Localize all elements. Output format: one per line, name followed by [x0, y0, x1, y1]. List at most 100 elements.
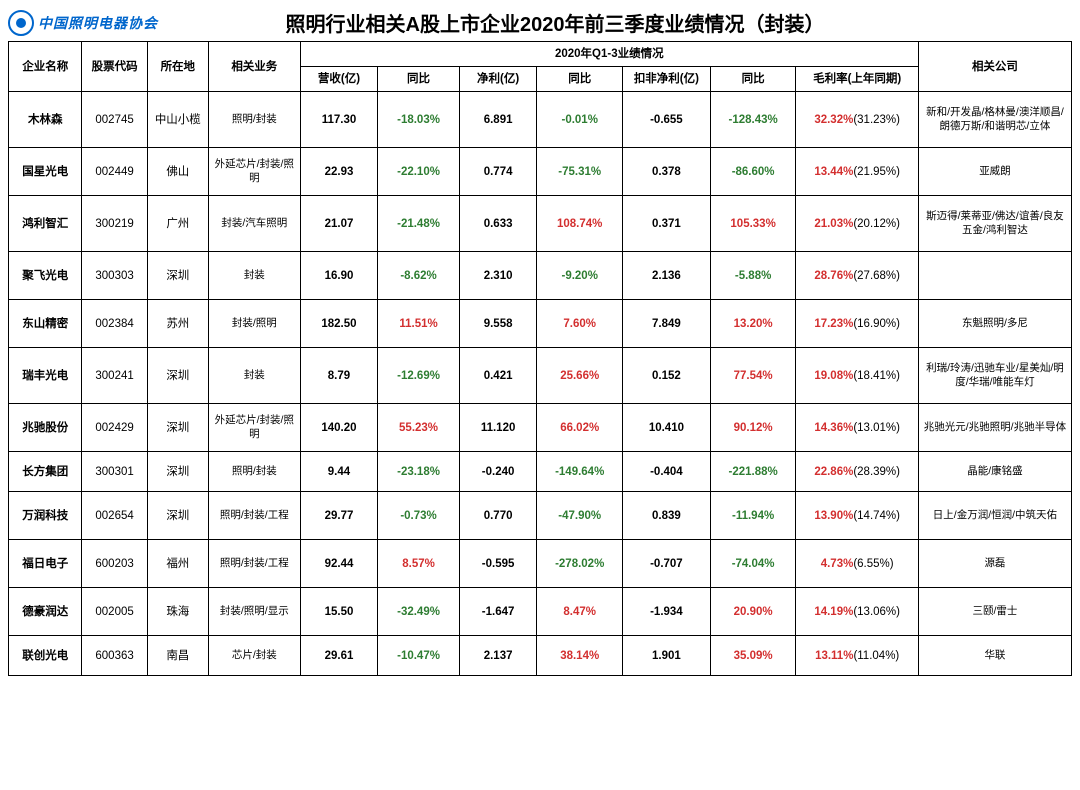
cell-profit: -0.240 — [459, 452, 537, 492]
cell-revenue-yoy: -8.62% — [378, 252, 460, 300]
table-row: 国星光电002449佛山外延芯片/封装/照明22.93-22.10%0.774-… — [9, 148, 1072, 196]
cell-profit-yoy: -9.20% — [537, 252, 623, 300]
cell-deducted-yoy: 35.09% — [710, 636, 796, 676]
cell-deducted-yoy: -11.94% — [710, 492, 796, 540]
cell-related: 日上/金万润/恒润/中筑天佑 — [918, 492, 1071, 540]
cell-deducted: 0.378 — [623, 148, 711, 196]
data-table: 企业名称 股票代码 所在地 相关业务 2020年Q1-3业绩情况 相关公司 营收… — [8, 41, 1072, 676]
cell-related: 三颐/雷士 — [918, 588, 1071, 636]
cell-revenue-yoy: -10.47% — [378, 636, 460, 676]
cell-location: 南昌 — [147, 636, 208, 676]
cell-deducted: -1.934 — [623, 588, 711, 636]
table-row: 长方集团300301深圳照明/封装9.44-23.18%-0.240-149.6… — [9, 452, 1072, 492]
th-q13: 2020年Q1-3业绩情况 — [300, 42, 918, 67]
cell-related: 利瑞/玲涛/迅驰车业/星美灿/明度/华瑞/唯能车灯 — [918, 348, 1071, 404]
cell-related: 亚威朗 — [918, 148, 1071, 196]
cell-business: 封装 — [208, 252, 300, 300]
cell-deducted: -0.655 — [623, 92, 711, 148]
cell-related: 晶能/康铭盛 — [918, 452, 1071, 492]
cell-company: 瑞丰光电 — [9, 348, 82, 404]
cell-deducted: -0.404 — [623, 452, 711, 492]
cell-company: 国星光电 — [9, 148, 82, 196]
cell-profit: 2.137 — [459, 636, 537, 676]
cell-location: 深圳 — [147, 492, 208, 540]
cell-related: 新和/开发晶/格林曼/澳洋顺昌/朗德万斯/和谐明芯/立体 — [918, 92, 1071, 148]
cell-profit: 0.774 — [459, 148, 537, 196]
cell-location: 深圳 — [147, 348, 208, 404]
cell-revenue-yoy: -32.49% — [378, 588, 460, 636]
cell-business: 封装/照明/显示 — [208, 588, 300, 636]
cell-profit-yoy: 108.74% — [537, 196, 623, 252]
cell-deducted: -0.707 — [623, 540, 711, 588]
cell-deducted: 1.901 — [623, 636, 711, 676]
cell-related: 源磊 — [918, 540, 1071, 588]
table-row: 木林森002745中山小榄照明/封装117.30-18.03%6.891-0.0… — [9, 92, 1072, 148]
cell-revenue-yoy: -0.73% — [378, 492, 460, 540]
cell-margin: 13.90%(14.74%) — [796, 492, 918, 540]
cell-business: 外延芯片/封装/照明 — [208, 404, 300, 452]
cell-business: 照明/封装 — [208, 452, 300, 492]
cell-business: 外延芯片/封装/照明 — [208, 148, 300, 196]
logo-text: 中国照明电器协会 — [38, 13, 158, 33]
cell-profit-yoy: -75.31% — [537, 148, 623, 196]
cell-company: 兆驰股份 — [9, 404, 82, 452]
cell-company: 木林森 — [9, 92, 82, 148]
cell-profit-yoy: -47.90% — [537, 492, 623, 540]
cell-revenue: 15.50 — [300, 588, 378, 636]
th-company: 企业名称 — [9, 42, 82, 92]
cell-location: 珠海 — [147, 588, 208, 636]
cell-stock: 300241 — [82, 348, 147, 404]
cell-profit-yoy: 66.02% — [537, 404, 623, 452]
cell-stock: 002429 — [82, 404, 147, 452]
cell-business: 封装/照明 — [208, 300, 300, 348]
cell-stock: 600363 — [82, 636, 147, 676]
cell-company: 万润科技 — [9, 492, 82, 540]
page-header: 中国照明电器协会 照明行业相关A股上市企业2020年前三季度业绩情况（封装） — [8, 8, 1072, 37]
table-row: 德豪润达002005珠海封装/照明/显示15.50-32.49%-1.6478.… — [9, 588, 1072, 636]
cell-revenue: 22.93 — [300, 148, 378, 196]
cell-profit: 0.633 — [459, 196, 537, 252]
cell-revenue: 92.44 — [300, 540, 378, 588]
cell-profit: 0.421 — [459, 348, 537, 404]
cell-stock: 002745 — [82, 92, 147, 148]
cell-company: 福日电子 — [9, 540, 82, 588]
cell-deducted-yoy: 90.12% — [710, 404, 796, 452]
cell-location: 广州 — [147, 196, 208, 252]
cell-profit-yoy: -0.01% — [537, 92, 623, 148]
cell-deducted-yoy: -5.88% — [710, 252, 796, 300]
cell-business: 照明/封装/工程 — [208, 492, 300, 540]
table-row: 万润科技002654深圳照明/封装/工程29.77-0.73%0.770-47.… — [9, 492, 1072, 540]
cell-stock: 002384 — [82, 300, 147, 348]
cell-location: 中山小榄 — [147, 92, 208, 148]
cell-profit: 2.310 — [459, 252, 537, 300]
cell-margin: 21.03%(20.12%) — [796, 196, 918, 252]
cell-deducted: 0.371 — [623, 196, 711, 252]
cell-deducted: 7.849 — [623, 300, 711, 348]
cell-margin: 17.23%(16.90%) — [796, 300, 918, 348]
cell-stock: 002005 — [82, 588, 147, 636]
page-title: 照明行业相关A股上市企业2020年前三季度业绩情况（封装） — [164, 8, 946, 37]
cell-company: 长方集团 — [9, 452, 82, 492]
cell-profit: -0.595 — [459, 540, 537, 588]
cell-revenue: 117.30 — [300, 92, 378, 148]
cell-margin: 32.32%(31.23%) — [796, 92, 918, 148]
cell-profit: 11.120 — [459, 404, 537, 452]
cell-profit: -1.647 — [459, 588, 537, 636]
logo: 中国照明电器协会 — [8, 10, 158, 36]
cell-revenue-yoy: -18.03% — [378, 92, 460, 148]
cell-revenue-yoy: -22.10% — [378, 148, 460, 196]
table-row: 兆驰股份002429深圳外延芯片/封装/照明140.2055.23%11.120… — [9, 404, 1072, 452]
cell-profit-yoy: 25.66% — [537, 348, 623, 404]
table-row: 联创光电600363南昌芯片/封装29.61-10.47%2.13738.14%… — [9, 636, 1072, 676]
cell-location: 苏州 — [147, 300, 208, 348]
cell-revenue: 9.44 — [300, 452, 378, 492]
cell-company: 聚飞光电 — [9, 252, 82, 300]
cell-stock: 600203 — [82, 540, 147, 588]
cell-related: 华联 — [918, 636, 1071, 676]
cell-revenue-yoy: -12.69% — [378, 348, 460, 404]
cell-location: 福州 — [147, 540, 208, 588]
cell-revenue-yoy: 8.57% — [378, 540, 460, 588]
th-business: 相关业务 — [208, 42, 300, 92]
cell-related: 东魁照明/多尼 — [918, 300, 1071, 348]
cell-profit-yoy: 8.47% — [537, 588, 623, 636]
